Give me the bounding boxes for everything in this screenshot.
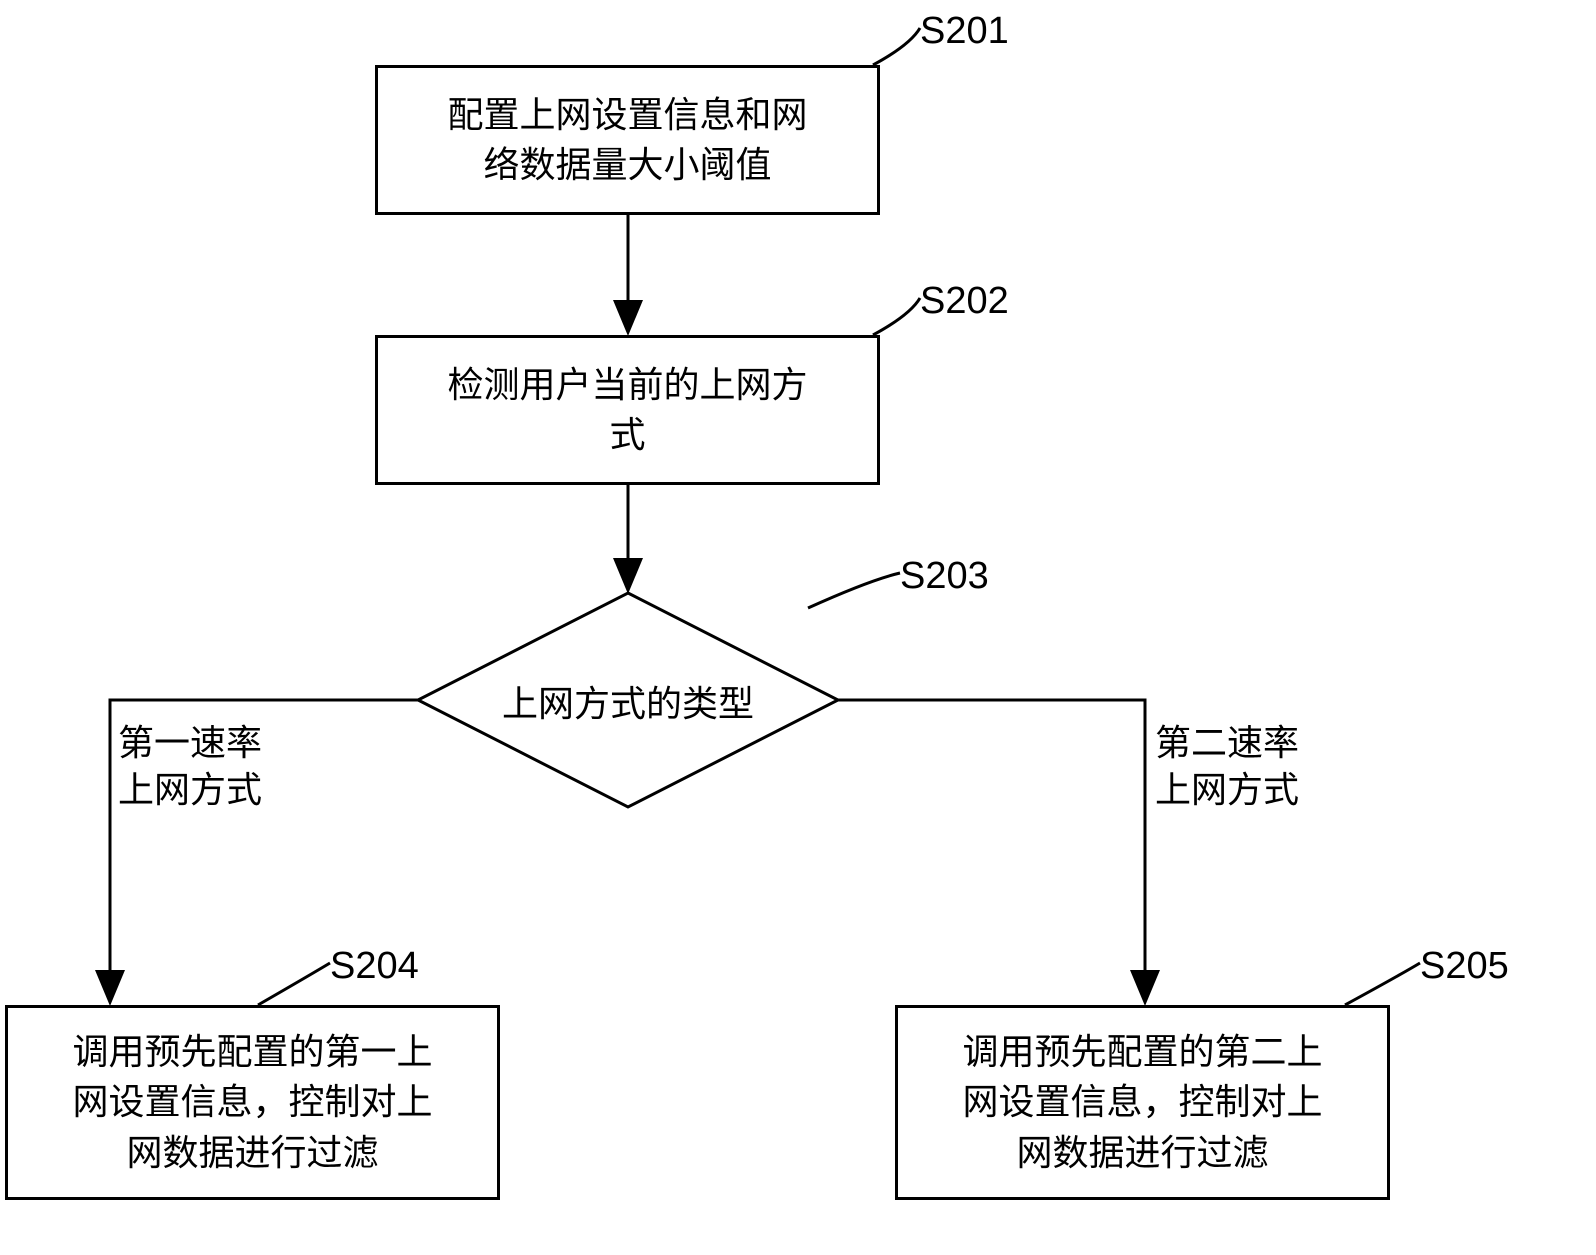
callout-s201: [873, 28, 920, 65]
callout-s203: [808, 573, 900, 608]
callout-s202: [873, 298, 920, 335]
callout-s204: [258, 963, 330, 1005]
edge-s203-s205: [835, 700, 1145, 1000]
node-text: 上网方式的类型: [502, 675, 754, 727]
edge-label-right: 第二速率上网方式: [1155, 720, 1299, 814]
edges-layer: [0, 0, 1596, 1255]
callout-s205: [1345, 963, 1420, 1005]
edge-label-left: 第一速率上网方式: [118, 720, 262, 814]
